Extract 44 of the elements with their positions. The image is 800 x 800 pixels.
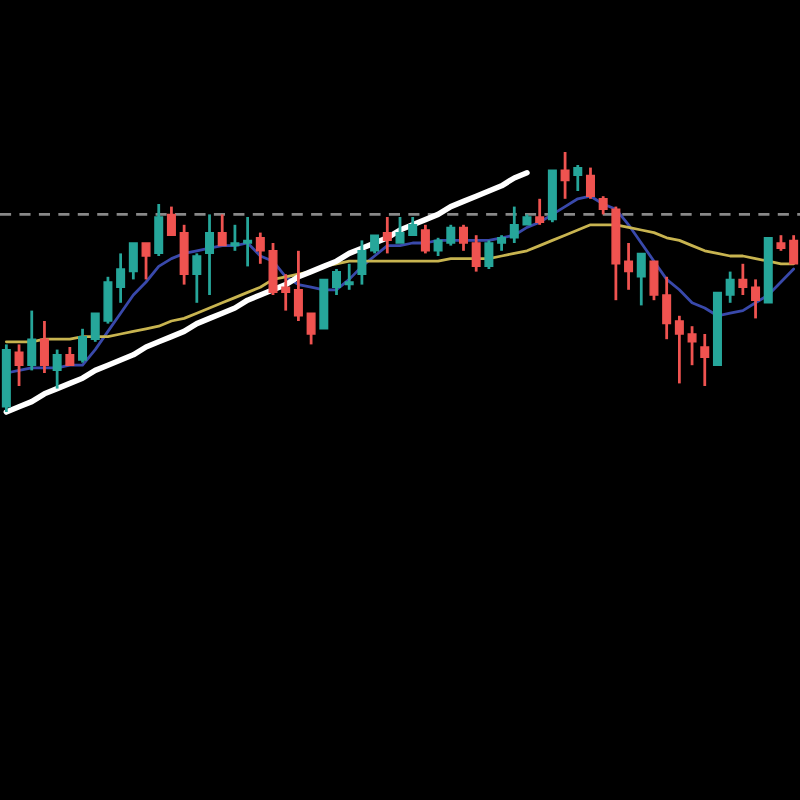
candlestick bbox=[560, 152, 570, 201]
candlestick bbox=[243, 215, 253, 268]
candlestick bbox=[154, 202, 164, 258]
candlestick bbox=[255, 231, 265, 266]
candlestick bbox=[141, 241, 151, 281]
candlestick bbox=[484, 239, 494, 271]
candlestick bbox=[649, 259, 659, 302]
candlestick bbox=[344, 262, 354, 292]
candlestick bbox=[14, 343, 24, 388]
candlestick bbox=[738, 262, 748, 297]
candlestick bbox=[789, 233, 799, 266]
candlestick bbox=[370, 233, 380, 255]
candlestick bbox=[78, 327, 88, 364]
candlestick bbox=[293, 249, 303, 323]
candlestick bbox=[471, 233, 481, 273]
candlestick bbox=[585, 166, 595, 201]
candlestick bbox=[420, 223, 430, 255]
candlestick bbox=[687, 324, 697, 367]
candlestick bbox=[662, 275, 672, 341]
candlestick bbox=[357, 239, 367, 286]
candlestick bbox=[458, 223, 468, 253]
candlestick bbox=[192, 252, 202, 305]
candlestick bbox=[382, 215, 392, 255]
candlestick bbox=[205, 213, 215, 297]
candlestick bbox=[27, 309, 37, 372]
candlestick bbox=[39, 319, 49, 375]
candlestick bbox=[65, 345, 75, 367]
candlestick bbox=[52, 348, 62, 390]
candlestick bbox=[230, 223, 240, 253]
candlestick bbox=[636, 252, 646, 307]
candlestick bbox=[306, 311, 316, 346]
candlestick bbox=[179, 223, 189, 286]
candlestick bbox=[332, 267, 342, 297]
candlestick bbox=[751, 278, 761, 320]
candlestick bbox=[217, 213, 227, 247]
candlestick bbox=[573, 163, 583, 193]
candlestick bbox=[674, 314, 684, 385]
candlestick bbox=[116, 252, 126, 305]
candlestick bbox=[535, 197, 545, 227]
candlestick bbox=[725, 270, 735, 305]
candlestick bbox=[624, 241, 634, 292]
candlestick bbox=[700, 332, 710, 388]
candlestick bbox=[128, 241, 138, 281]
candlestick bbox=[166, 205, 176, 237]
